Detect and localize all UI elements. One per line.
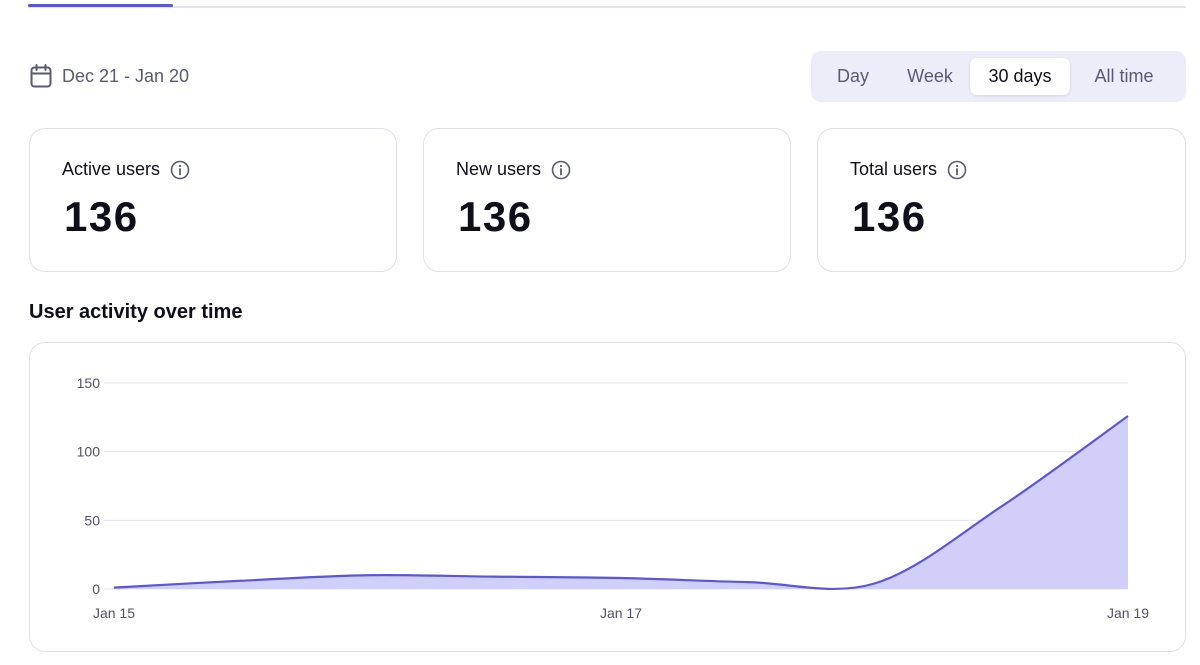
y-tick-label: 100 <box>77 444 101 460</box>
x-tick-label: Jan 19 <box>1107 605 1149 621</box>
calendar-icon <box>30 64 52 88</box>
info-icon[interactable] <box>947 160 967 180</box>
series-line <box>113 415 1129 591</box>
stat-value: 136 <box>458 193 533 240</box>
y-tick-label: 50 <box>84 512 100 528</box>
stat-card-new-users: New users 136 <box>423 128 791 272</box>
range-option-day[interactable]: Day <box>836 66 869 86</box>
x-tick-label: Jan 15 <box>93 605 135 621</box>
date-range-picker[interactable]: Dec 21 - Jan 20 <box>30 62 189 90</box>
date-range-label: Dec 21 - Jan 20 <box>62 65 190 86</box>
info-icon[interactable] <box>551 160 571 180</box>
stat-value: 136 <box>852 193 927 240</box>
info-icon[interactable] <box>170 160 190 180</box>
stat-label: Active users <box>62 159 161 179</box>
range-option-all-time[interactable]: All time <box>1094 66 1154 86</box>
tab-bar-track <box>28 6 1186 8</box>
stat-card-total-users: Total users 136 <box>817 128 1186 272</box>
x-tick-label: Jan 17 <box>600 605 642 621</box>
range-option-week[interactable]: Week <box>907 66 953 86</box>
stat-label: Total users <box>850 159 938 179</box>
stat-value: 136 <box>64 193 139 240</box>
range-option-30-days[interactable]: 30 days <box>970 58 1070 95</box>
active-tab-indicator <box>28 4 173 7</box>
chart-section-title: User activity over time <box>29 301 243 323</box>
y-tick-label: 150 <box>77 375 101 391</box>
y-tick-label: 0 <box>92 581 100 597</box>
user-activity-chart: 0 50 100 150 Jan 15 Jan 17 Jan 19 <box>77 375 1150 621</box>
user-activity-chart-card: 0 50 100 150 Jan 15 Jan 17 Jan 19 <box>29 342 1186 652</box>
series-area <box>114 415 1128 589</box>
stat-label: New users <box>456 159 542 179</box>
stat-card-active-users: Active users 136 <box>29 128 397 272</box>
range-selector: Day Week 30 days All time <box>811 51 1186 102</box>
